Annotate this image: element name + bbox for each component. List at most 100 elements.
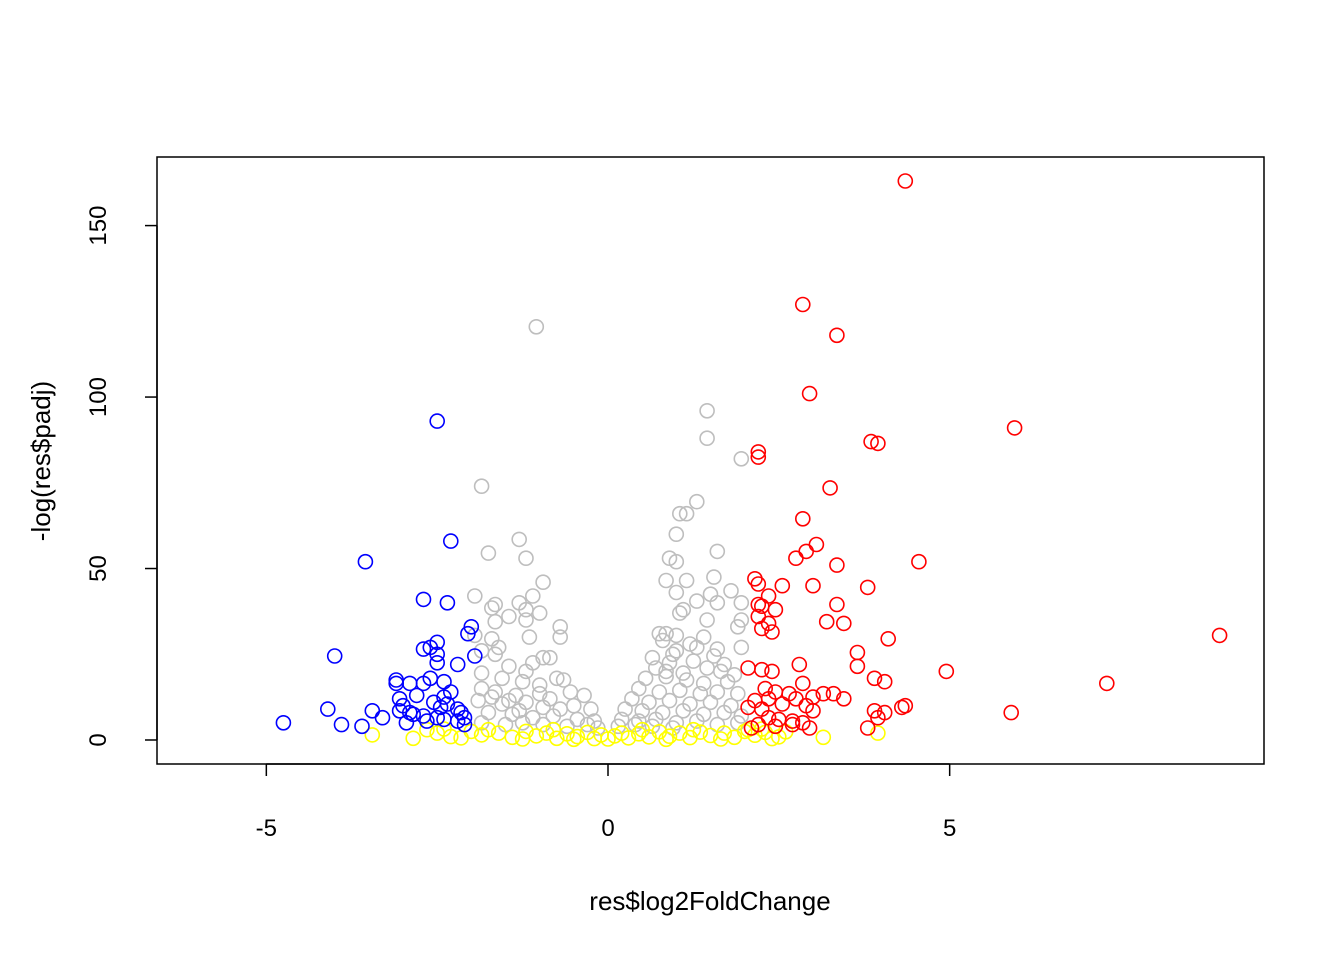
data-point [822,480,838,496]
data-point [876,673,893,690]
data-point [487,646,504,663]
data-point [501,658,517,675]
data-point [514,731,531,747]
data-point [815,729,832,746]
data-point [487,596,504,613]
data-point [661,728,678,745]
data-point [460,625,476,642]
data-point [511,702,528,719]
data-point [723,582,739,599]
data-point [695,629,712,645]
data-point [859,579,876,596]
data-point [805,702,821,719]
data-point [490,725,507,741]
data-point [1099,675,1115,692]
data-point [429,413,446,429]
data-point [552,629,569,645]
data-point [767,601,784,618]
data-point [630,725,647,742]
data-point [733,639,750,656]
data-point [784,713,801,729]
data-point [863,433,879,450]
data-point [733,594,750,611]
data-point [753,620,770,637]
x-tick-label: 5 [943,815,956,842]
data-point [453,704,469,721]
data-point [511,531,528,548]
data-point [658,731,674,748]
data-point [709,594,726,611]
y-tick-label: 100 [85,377,112,417]
data-point [439,696,456,712]
data-point [620,730,637,746]
data-point [706,648,722,664]
data-point [699,402,715,419]
data-point [634,721,651,738]
data-point [692,724,709,740]
data-point [794,510,811,527]
data-point [729,618,746,635]
data-point [880,630,897,647]
data-point [449,656,466,673]
data-point [429,654,446,671]
data-point [535,716,551,733]
data-point [480,721,497,738]
data-point [565,731,582,748]
data-point [699,612,715,628]
data-point [801,720,818,736]
data-point [483,689,500,705]
data-point [617,701,633,717]
data-point [480,545,497,561]
data-point [798,543,815,560]
data-point [750,576,767,592]
data-point [429,634,446,651]
data-point [518,612,534,628]
data-point [552,701,569,717]
data-point [671,682,688,699]
data-point [518,723,534,740]
data-point [835,690,852,707]
data-point [829,557,845,573]
data-point [668,553,685,570]
data-point [514,714,531,731]
data-point [764,624,780,640]
data-point [398,714,415,731]
data-points [275,173,1228,748]
data-point [654,632,671,649]
data-point [552,618,569,635]
data-point [494,670,510,687]
data-point [678,572,695,589]
data-point [364,727,381,743]
data-point [753,661,770,678]
data-point [415,591,432,608]
x-axis-label: res$log2FoldChange [589,886,830,916]
data-point [583,701,599,717]
data-point [668,584,685,601]
data-point [665,646,681,663]
data-point [938,663,955,680]
x-tick-label: -5 [256,815,277,842]
data-point [405,730,422,747]
data-point [719,673,736,690]
data-point [801,385,818,402]
data-point [671,505,688,522]
data-point [535,574,551,591]
data-point [695,675,712,692]
data-point [866,670,883,687]
data-point [555,672,572,688]
data-point [849,658,866,675]
data-point [518,663,534,680]
data-point [897,173,914,189]
data-point [671,605,688,621]
data-point [767,718,784,735]
data-point [576,687,592,704]
data-point [429,709,446,726]
data-point [436,721,452,737]
data-point [688,593,705,609]
data-point [374,709,391,726]
data-point [870,709,886,726]
data-point [815,685,832,702]
